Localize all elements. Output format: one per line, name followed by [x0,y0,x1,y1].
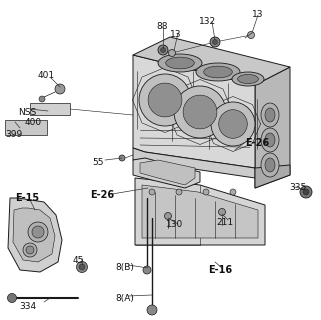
Circle shape [230,189,236,195]
Circle shape [32,226,44,238]
Circle shape [169,50,176,57]
Text: 45: 45 [73,256,84,265]
Circle shape [213,39,218,44]
Circle shape [76,261,88,273]
Circle shape [26,246,34,254]
Circle shape [203,189,209,195]
Text: 13: 13 [170,30,182,39]
Circle shape [7,293,16,302]
Ellipse shape [211,102,255,146]
Text: 401: 401 [38,71,55,80]
Circle shape [147,305,157,315]
Text: 55: 55 [92,158,103,167]
Bar [5,120,47,135]
Ellipse shape [196,63,240,81]
Ellipse shape [166,57,194,69]
Circle shape [39,96,45,102]
Circle shape [160,47,166,52]
Polygon shape [135,178,265,245]
Polygon shape [142,185,258,238]
Text: 8(A): 8(A) [115,294,134,303]
Circle shape [143,266,151,274]
Text: E-16: E-16 [208,265,232,275]
Polygon shape [255,67,290,188]
Text: 88: 88 [156,22,168,31]
Ellipse shape [238,75,258,84]
Circle shape [210,37,220,47]
Ellipse shape [261,128,279,152]
Circle shape [79,264,85,270]
Ellipse shape [265,108,275,122]
Circle shape [28,222,48,242]
Circle shape [149,189,155,195]
Text: E-26: E-26 [245,138,269,148]
Polygon shape [8,198,62,272]
Text: 211: 211 [216,218,234,227]
Circle shape [303,189,309,195]
Polygon shape [13,208,55,262]
Text: 335: 335 [289,183,306,192]
Polygon shape [140,160,195,185]
Ellipse shape [139,74,191,126]
Text: E-26: E-26 [90,190,114,200]
Ellipse shape [183,95,217,129]
Text: 334: 334 [20,302,37,311]
Text: E-15: E-15 [15,193,39,203]
Circle shape [247,31,255,38]
Ellipse shape [158,54,202,72]
Ellipse shape [265,133,275,147]
Ellipse shape [265,158,275,172]
Polygon shape [255,165,290,188]
Circle shape [55,84,65,94]
Bar [30,103,70,115]
Circle shape [119,155,125,161]
Ellipse shape [174,86,226,138]
Circle shape [23,243,37,257]
Text: 8(B): 8(B) [115,263,134,272]
Text: 13: 13 [252,10,264,19]
Circle shape [300,186,312,198]
Polygon shape [133,158,200,188]
Text: 399: 399 [5,130,22,139]
Text: 400: 400 [25,118,42,127]
Circle shape [158,45,168,55]
Circle shape [176,189,182,195]
Ellipse shape [204,66,232,78]
Ellipse shape [219,110,247,138]
Ellipse shape [232,72,264,86]
Circle shape [219,209,225,215]
Circle shape [164,212,171,220]
Polygon shape [133,37,290,85]
Polygon shape [133,55,255,168]
Text: 130: 130 [166,220,184,229]
Text: 132: 132 [199,17,217,26]
Ellipse shape [261,153,279,177]
Ellipse shape [148,83,182,117]
Ellipse shape [261,103,279,127]
Polygon shape [133,148,255,178]
Text: NSS: NSS [18,108,36,117]
